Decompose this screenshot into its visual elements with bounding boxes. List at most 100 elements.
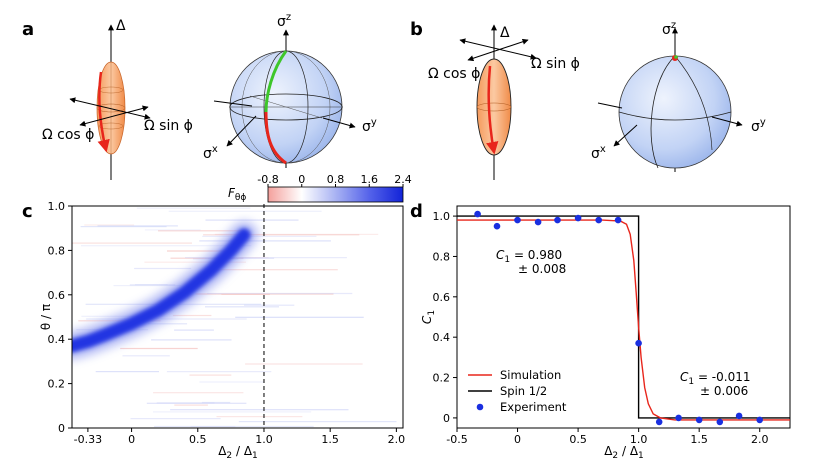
- x-tick-c: 0: [128, 433, 135, 446]
- x-axis-label-d: Δ2 / Δ1: [604, 444, 644, 461]
- colorbar-tick: -0.8: [257, 173, 278, 186]
- annotation-right-error: ± 0.006: [700, 384, 748, 398]
- experiment-points: [474, 210, 763, 426]
- y-tick-c: 0.2: [48, 378, 66, 391]
- experiment-point: [695, 416, 703, 424]
- experiment-point: [534, 218, 542, 226]
- delta-label-b: Δ: [500, 25, 510, 41]
- x-tick-c: 1.0: [255, 433, 273, 446]
- x-tick-d: -0.5: [446, 433, 467, 446]
- y-tick-d: 0.2: [433, 372, 451, 385]
- hamiltonian-diagram-a: Δ Ω cos ϕ Ω sin ϕ: [42, 18, 193, 180]
- bloch-y-axis-b: [711, 116, 743, 127]
- experiment-point: [554, 216, 561, 224]
- x-tick-c: 2.0: [388, 433, 406, 446]
- experiment-point: [735, 412, 743, 420]
- simulation-line: [457, 219, 790, 421]
- panel-letter-b: b: [410, 19, 423, 40]
- y-tick-c: 0.8: [48, 244, 66, 257]
- colorbar-tick: 0: [298, 173, 305, 186]
- x-tick-d: 0: [514, 433, 521, 446]
- panel-letter-a: a: [22, 19, 34, 40]
- experiment-point: [574, 214, 582, 222]
- spin-line: [457, 215, 790, 419]
- annotation-right-value: C1 = -0.011: [680, 370, 751, 387]
- colorbar-tick: 2.4: [394, 173, 412, 186]
- experiment-point: [655, 418, 663, 426]
- annotation-left-error: ± 0.008: [518, 262, 566, 276]
- legend-experiment-swatch: [476, 403, 484, 411]
- plot-frame-d: [456, 205, 791, 429]
- experiment-point: [716, 418, 724, 426]
- legend-spin: Spin 1/2: [500, 384, 547, 398]
- omega-cos-label-a: Ω cos ϕ: [42, 127, 94, 143]
- ridge-core: [72, 228, 251, 353]
- omega-sin-label-b: Ω sin ϕ: [531, 56, 580, 72]
- x-tick-d: 2.0: [751, 433, 769, 446]
- x-tick-c: 1.5: [321, 433, 339, 446]
- experiment-point: [675, 414, 682, 422]
- panel-letter-c: c: [22, 201, 33, 222]
- panel-d: d -0.5 0 0.5 1.0 1.5 2.0 0 0.2 0.4 0.6 0.8 1.0 C1 Δ…: [410, 201, 791, 461]
- colorbar-tick: 1.6: [361, 173, 379, 186]
- y-axis-label-c: θ / π: [39, 304, 53, 330]
- y-tick-d: 1.0: [433, 210, 451, 223]
- legend-experiment: Experiment: [500, 400, 567, 414]
- ellipsoid-b: [476, 58, 512, 156]
- experiment-point: [514, 216, 521, 224]
- sigma-x-label-b: σx: [591, 144, 606, 162]
- y-tick-d: 0.8: [433, 250, 451, 263]
- y-tick-c: 1.0: [48, 200, 66, 213]
- experiment-point: [493, 222, 501, 230]
- x-tick-c: -0.33: [74, 433, 102, 446]
- y-tick-c: 0.6: [48, 289, 66, 302]
- panel-letter-d: d: [410, 201, 423, 222]
- x-axis-label-c: Δ2 / Δ1: [218, 444, 258, 461]
- omega-sin-axis-b: [459, 38, 537, 60]
- omega-sin-label-a: Ω sin ϕ: [144, 118, 193, 134]
- y-tick-c: 0: [58, 422, 65, 435]
- colorbar: -0.8 0 0.8 1.6 2.4 Fθϕ: [228, 173, 412, 203]
- sigma-x-label-a: σx: [203, 144, 218, 162]
- x-tick-d: 0.5: [569, 433, 587, 446]
- experiment-point: [614, 216, 622, 224]
- x-tick-c: 0.5: [189, 433, 207, 446]
- panel-a: a Δ Ω cos ϕ Ω sin ϕ: [22, 12, 377, 180]
- colorbar-gradient: [267, 186, 404, 203]
- bloch-sphere-b: σz σx σy: [591, 20, 766, 172]
- bloch-x-axis-b: [613, 124, 638, 147]
- y-tick-d: 0.4: [433, 331, 451, 344]
- x-tick-d: 1.5: [690, 433, 708, 446]
- panel-b: b Δ Ω cos ϕ Ω sin ϕ σz σx σy: [410, 19, 766, 180]
- experiment-point: [635, 339, 642, 347]
- bloch-y-axis-a: [322, 117, 356, 129]
- trajectory-b: [486, 65, 499, 155]
- colorbar-tick: 0.8: [327, 173, 345, 186]
- annotation-left-value: C1 = 0.980: [496, 248, 562, 265]
- sigma-z-label-a: σz: [277, 12, 291, 30]
- colorbar-label: Fθϕ: [228, 186, 246, 203]
- panel-c: c -0.8 0 0.8 1.6 2.4 Fθϕ -0.33 0 0.5 1.0 1.5 2.0 0…: [22, 173, 412, 461]
- sphere-b: [618, 55, 732, 169]
- experiment-point: [474, 210, 481, 218]
- legend-d: Simulation Spin 1/2 Experiment: [468, 368, 567, 414]
- y-axis-label-d: C1: [420, 310, 437, 324]
- omega-cos-axis-b: [467, 38, 529, 62]
- omega-cos-label-b: Ω cos ϕ: [428, 66, 480, 82]
- y-tick-d: 0.6: [433, 291, 451, 304]
- heatmap-area: [72, 206, 403, 428]
- experiment-point: [595, 216, 602, 224]
- hamiltonian-diagram-b: Δ Ω cos ϕ Ω sin ϕ: [428, 24, 580, 180]
- legend-simulation: Simulation: [500, 368, 561, 382]
- sigma-y-label-b: σy: [751, 117, 766, 135]
- trajectory-green-a: [264, 50, 288, 113]
- bloch-x-axis-a: [226, 115, 257, 147]
- omega-sin-axis-a: [79, 105, 149, 127]
- bloch-sphere-a: σz σx σy: [203, 12, 377, 168]
- sigma-z-label-b: σz: [662, 20, 676, 38]
- sigma-y-label-a: σy: [362, 117, 377, 135]
- experiment-point: [756, 416, 763, 424]
- heatmap-frame: [71, 205, 404, 429]
- y-tick-c: 0.4: [48, 333, 66, 346]
